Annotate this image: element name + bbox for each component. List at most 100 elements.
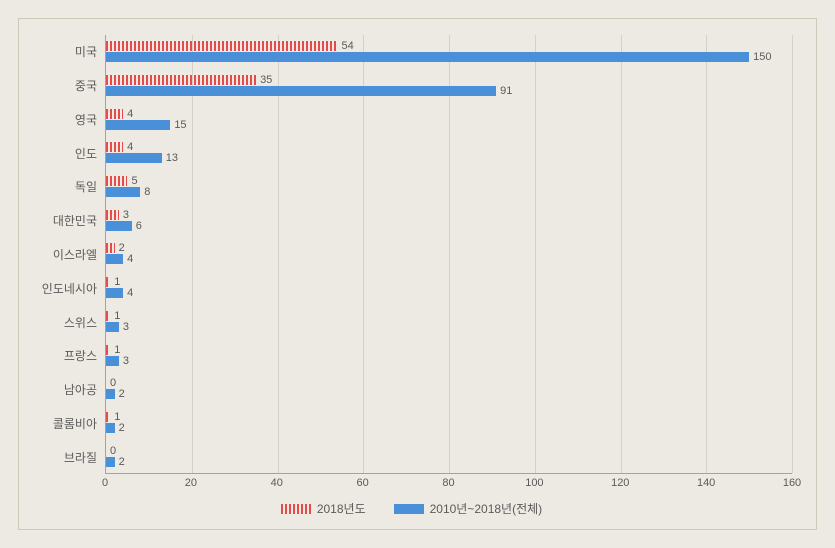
bar-wrap: 1 (106, 277, 792, 287)
bar-wrap: 0 (106, 378, 792, 388)
bar-row: 14 (106, 271, 792, 305)
bar-value-label: 2 (119, 422, 125, 434)
x-tick-label: 20 (185, 477, 197, 489)
bar-value-label: 2 (119, 456, 125, 468)
bar-total (106, 187, 140, 197)
x-tick-label: 140 (697, 477, 715, 489)
bar-wrap: 2 (106, 389, 792, 399)
bar-wrap: 3 (106, 322, 792, 332)
bar-2018 (106, 41, 338, 51)
bar-total (106, 457, 115, 467)
bar-2018 (106, 277, 110, 287)
x-tick-label: 80 (442, 477, 454, 489)
y-axis-label: 프랑스 (31, 339, 105, 373)
bar-wrap: 5 (106, 176, 792, 186)
bar-2018 (106, 412, 110, 422)
bar-wrap: 3 (106, 356, 792, 366)
bar-wrap: 4 (106, 109, 792, 119)
bar-rows: 541503591415413583624141313021202 (106, 35, 792, 473)
bar-row: 13 (106, 338, 792, 372)
bar-row: 13 (106, 305, 792, 339)
bar-wrap: 4 (106, 254, 792, 264)
bar-value-label: 6 (136, 220, 142, 232)
bar-total (106, 86, 496, 96)
bar-wrap: 1 (106, 345, 792, 355)
y-axis-label: 인도네시아 (31, 271, 105, 305)
gridline (792, 35, 793, 473)
bar-value-label: 1 (114, 276, 120, 288)
bar-2018 (106, 345, 110, 355)
bar-2018 (106, 176, 127, 186)
bar-row: 02 (106, 439, 792, 473)
bar-value-label: 15 (174, 119, 186, 131)
bar-2018 (106, 142, 123, 152)
bar-wrap: 0 (106, 446, 792, 456)
bar-wrap: 4 (106, 288, 792, 298)
legend-swatch-striped (281, 504, 311, 514)
bar-2018 (106, 243, 115, 253)
bar-value-label: 54 (342, 40, 354, 52)
bar-value-label: 2 (119, 242, 125, 254)
y-axis-label: 독일 (31, 170, 105, 204)
bar-value-label: 4 (127, 141, 133, 153)
bar-value-label: 1 (114, 344, 120, 356)
bar-row: 58 (106, 170, 792, 204)
bar-2018 (106, 210, 119, 220)
y-axis-label: 브라질 (31, 440, 105, 474)
bar-2018 (106, 109, 123, 119)
bar-2018 (106, 311, 110, 321)
legend-label: 2010년~2018년(전체) (430, 500, 543, 517)
bar-value-label: 2 (119, 388, 125, 400)
bar-wrap: 54 (106, 41, 792, 51)
bar-row: 415 (106, 102, 792, 136)
bar-value-label: 3 (123, 355, 129, 367)
legend-label: 2018년도 (317, 500, 366, 517)
bar-wrap: 1 (106, 311, 792, 321)
y-axis-label: 대한민국 (31, 204, 105, 238)
bar-value-label: 13 (166, 152, 178, 164)
bar-total (106, 288, 123, 298)
bar-total (106, 120, 170, 130)
y-axis-labels: 미국중국영국인도독일대한민국이스라엘인도네시아스위스프랑스남아공콜롬비아브라질 (31, 35, 105, 474)
bar-value-label: 8 (144, 186, 150, 198)
bar-total (106, 153, 162, 163)
y-axis-label: 남아공 (31, 373, 105, 407)
bar-wrap: 15 (106, 120, 792, 130)
bar-wrap: 150 (106, 52, 792, 62)
bar-wrap: 8 (106, 187, 792, 197)
bar-value-label: 4 (127, 287, 133, 299)
bar-wrap: 2 (106, 457, 792, 467)
y-axis-label: 콜롬비아 (31, 406, 105, 440)
x-tick-label: 100 (525, 477, 543, 489)
plot-area: 미국중국영국인도독일대한민국이스라엘인도네시아스위스프랑스남아공콜롬비아브라질 … (31, 35, 792, 474)
legend-item-total: 2010년~2018년(전체) (394, 500, 543, 517)
bar-value-label: 0 (110, 377, 116, 389)
bars-area: 541503591415413583624141313021202 (105, 35, 792, 474)
bar-total (106, 322, 119, 332)
bar-row: 4 13 (106, 136, 792, 170)
x-tick-label: 40 (271, 477, 283, 489)
bar-wrap: 4 (106, 142, 792, 152)
x-tick-label: 120 (611, 477, 629, 489)
bar-value-label: 35 (260, 74, 272, 86)
bar-row: 36 (106, 203, 792, 237)
bar-value-label: 3 (123, 209, 129, 221)
legend: 2018년도 2010년~2018년(전체) (31, 500, 792, 517)
bar-value-label: 4 (127, 253, 133, 265)
bar-total (106, 221, 132, 231)
bar-row: 02 (106, 372, 792, 406)
x-tick-label: 0 (102, 477, 108, 489)
x-axis: 020406080100120140160 (105, 474, 792, 492)
bar-wrap: 6 (106, 221, 792, 231)
bar-wrap: 91 (106, 86, 792, 96)
bar-value-label: 150 (753, 51, 771, 63)
bar-wrap: 13 (106, 153, 792, 163)
bar-row: 54 150 (106, 35, 792, 69)
bar-total (106, 356, 119, 366)
bar-total (106, 254, 123, 264)
bar-2018 (106, 75, 256, 85)
bar-total (106, 423, 115, 433)
bar-value-label: 0 (110, 445, 116, 457)
legend-swatch-solid (394, 504, 424, 514)
bar-wrap: 1 (106, 412, 792, 422)
